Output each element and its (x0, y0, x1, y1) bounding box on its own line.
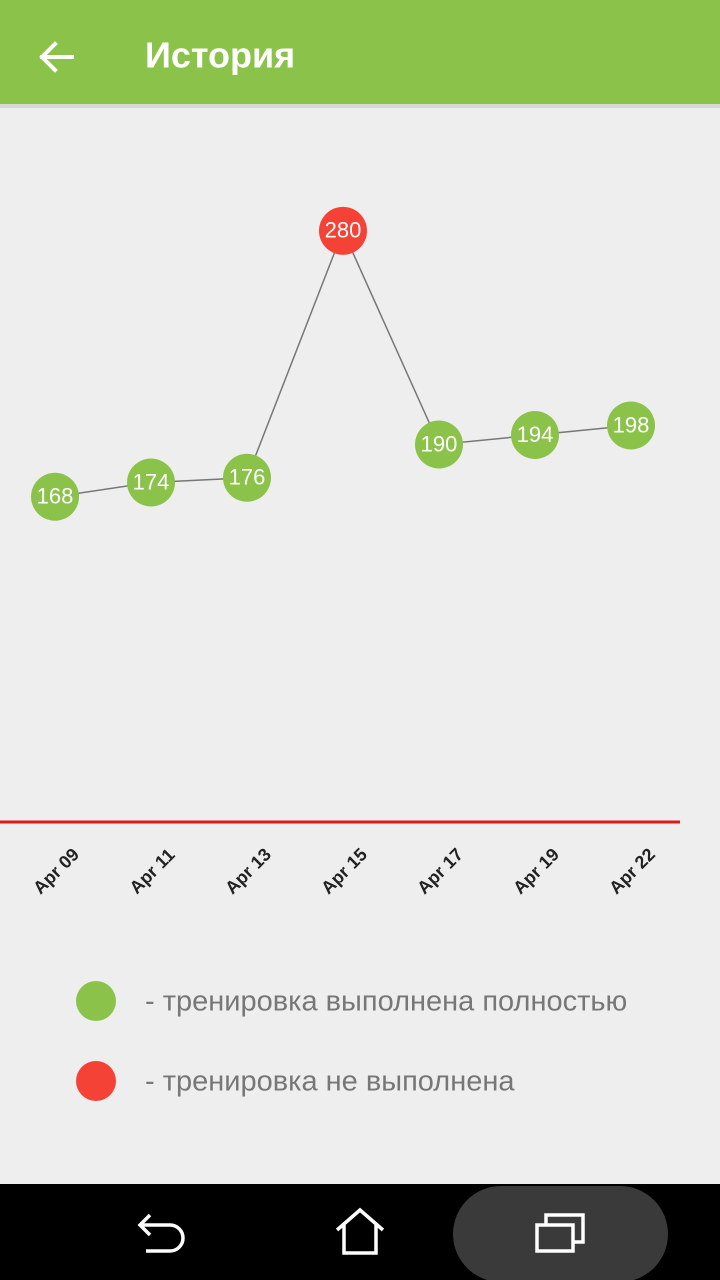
nav-recents[interactable] (535, 1213, 585, 1253)
recents-highlight (453, 1186, 668, 1280)
data-label: 176 (229, 465, 266, 490)
app-bar-shadow (0, 104, 720, 108)
data-label: 190 (421, 431, 458, 456)
data-label: 174 (133, 469, 170, 494)
legend: - тренировка выполнена полностью - тренир… (76, 981, 627, 1101)
legend-marker (76, 1061, 116, 1101)
data-point (607, 401, 655, 450)
data-point (319, 206, 367, 255)
legend-marker (76, 981, 116, 1021)
data-point (127, 458, 175, 507)
data-label: 198 (613, 412, 650, 437)
data-point (511, 411, 559, 460)
data-point (223, 453, 271, 502)
legend-label: - тренировка выполнена полностью (145, 986, 627, 1018)
data-label: 194 (517, 422, 554, 447)
back-button[interactable] (39, 41, 74, 73)
data-label: 168 (37, 484, 74, 509)
nav-home[interactable] (335, 1207, 385, 1255)
app-bar (0, 0, 720, 104)
app-title: История (145, 35, 295, 76)
data-point (31, 472, 79, 521)
legend-label: - тренировка не выполнена (145, 1066, 515, 1098)
nav-back[interactable] (137, 1213, 185, 1253)
data-point (415, 420, 463, 469)
data-label: 280 (325, 218, 362, 243)
